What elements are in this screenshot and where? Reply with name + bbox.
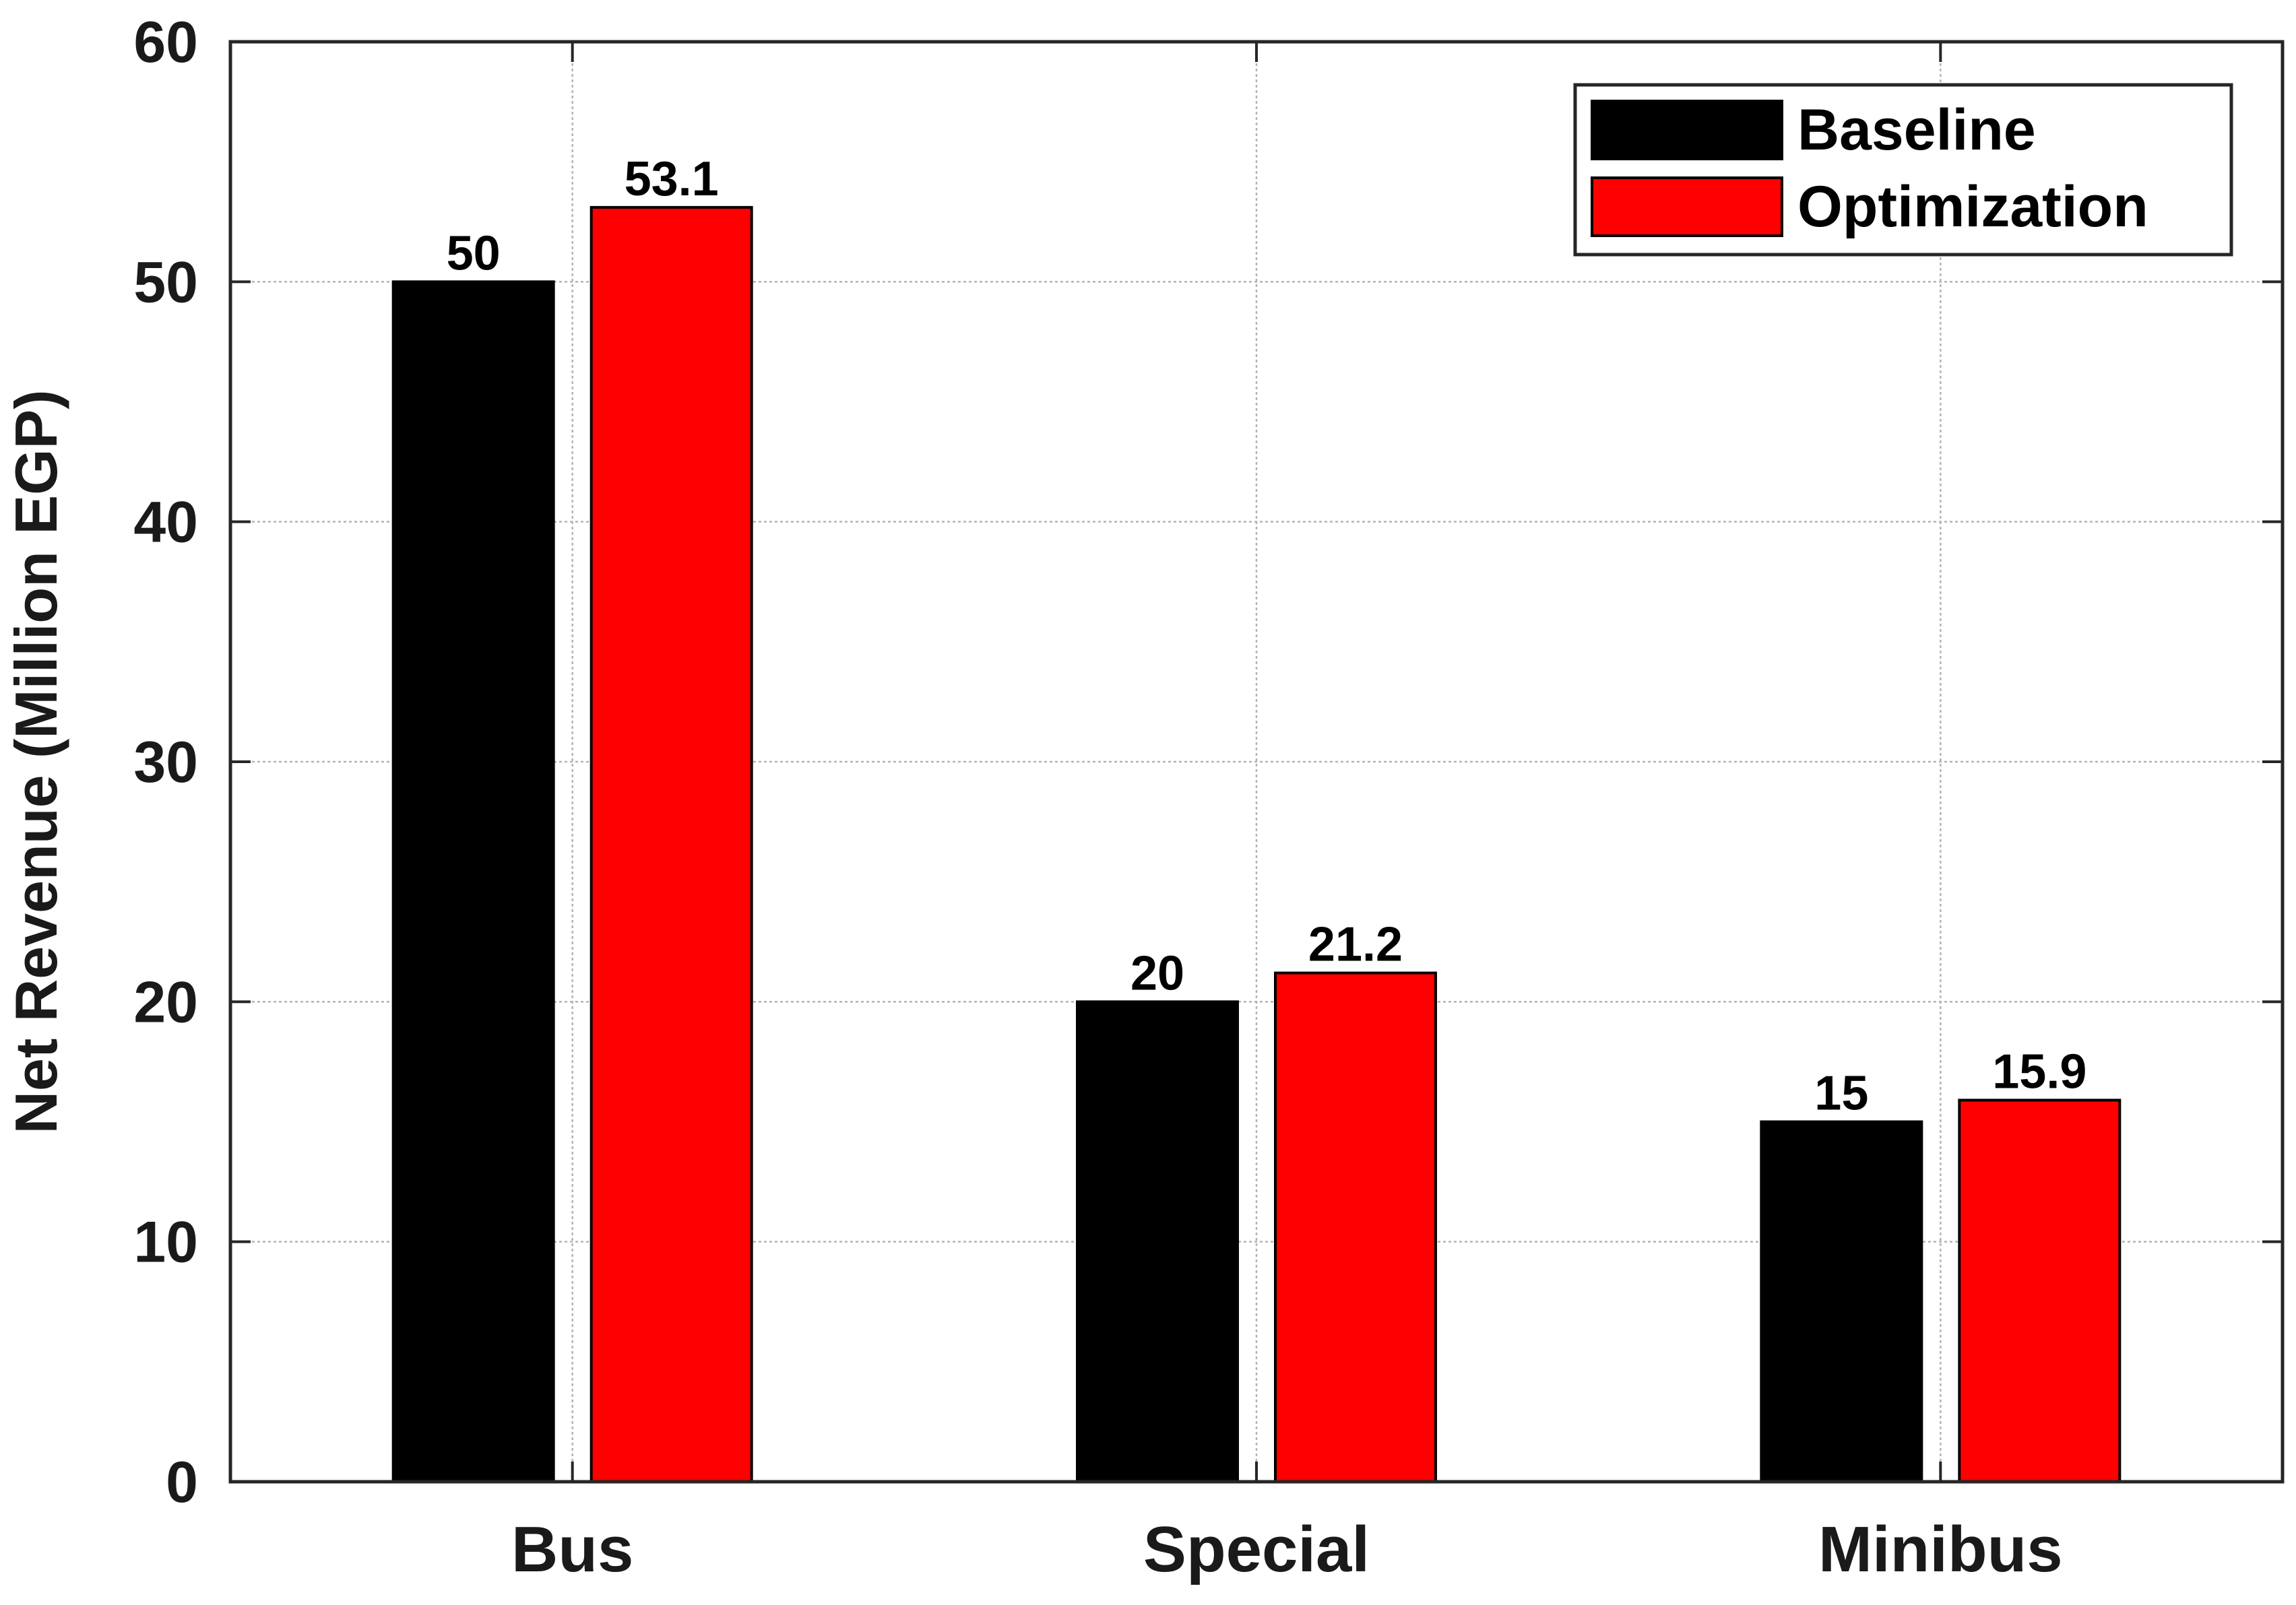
y-tick-label: 10: [133, 1210, 198, 1275]
data-labels: 50 20 15 53.1 21.2 15.9: [447, 152, 2087, 1121]
data-label: 53.1: [625, 152, 719, 206]
data-label: 50: [447, 226, 501, 280]
legend-swatch: [1591, 100, 1783, 160]
x-axis-tick-labels: Bus Special Minibus: [511, 1513, 2063, 1585]
bars: [391, 205, 2122, 1484]
y-tick-label: 0: [166, 1450, 198, 1515]
data-label: 20: [1130, 946, 1184, 1000]
axis-ticks: [230, 40, 2283, 1483]
legend-label: Baseline: [1797, 98, 2036, 162]
y-tick-label: 30: [133, 730, 198, 795]
y-tick-label: 20: [133, 970, 198, 1035]
bar-optimization-minibus: [1958, 1099, 2122, 1484]
bar-baseline-special: [1076, 1000, 1239, 1484]
x-tick-label: Bus: [511, 1513, 633, 1585]
bar-optimization-special: [1274, 971, 1437, 1484]
data-label: 15.9: [1992, 1045, 2086, 1099]
legend-label: Optimization: [1797, 174, 2148, 239]
y-tick-label: 40: [133, 490, 198, 555]
bar-baseline-minibus: [1760, 1120, 1923, 1483]
legend: Baseline Optimization: [1573, 83, 2233, 257]
data-label: 21.2: [1308, 918, 1403, 972]
y-tick-label: 50: [133, 250, 198, 315]
x-tick-label: Minibus: [1818, 1513, 2063, 1585]
y-axis-tick-labels: 0 10 20 30 40 50 60: [133, 10, 198, 1515]
y-tick-label: 60: [133, 10, 198, 75]
x-tick-label: Special: [1143, 1513, 1370, 1585]
grid-lines: [230, 42, 2283, 1482]
bar-baseline-bus: [391, 280, 555, 1483]
y-axis-title: Net Revenue (Million EGP): [3, 389, 69, 1134]
legend-swatch: [1591, 176, 1783, 237]
data-label: 15: [1814, 1067, 1868, 1121]
bar-optimization-bus: [589, 205, 753, 1483]
